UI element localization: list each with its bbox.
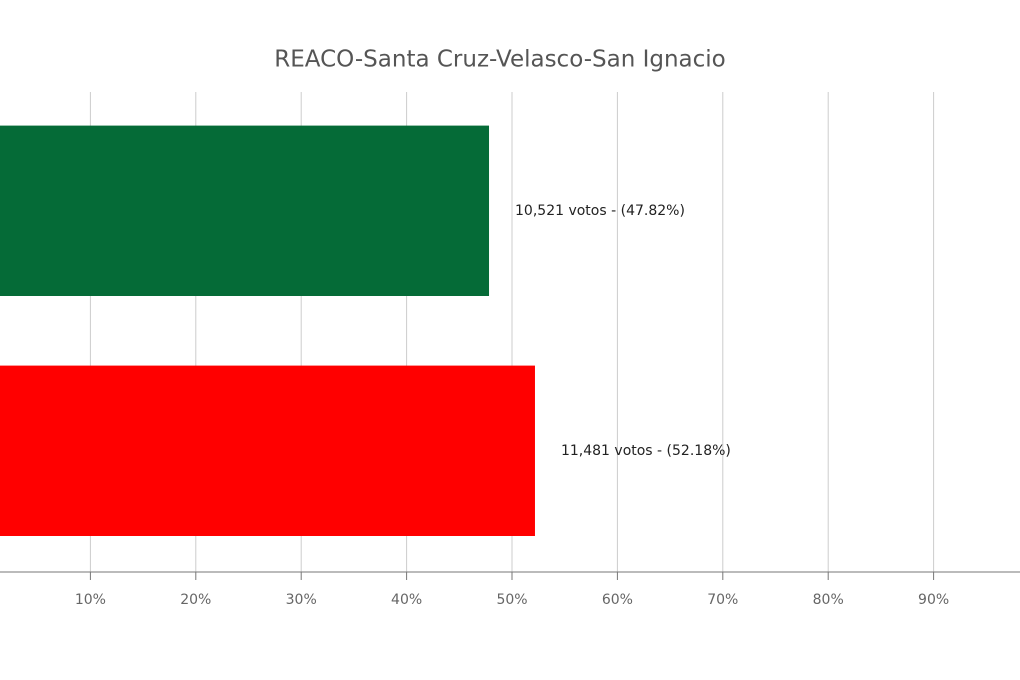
x-tick-label: 60% — [602, 592, 633, 608]
data-label: 11,481 votos - (52.18%) — [561, 443, 731, 459]
bar — [0, 365, 535, 536]
x-tick-label: 90% — [918, 592, 949, 608]
x-tick-label: 50% — [496, 592, 527, 608]
bar — [0, 125, 490, 296]
x-tick-label: 40% — [391, 592, 422, 608]
x-tick-label: 80% — [813, 592, 844, 608]
x-tick-label: 10% — [75, 592, 106, 608]
x-tick-label: 70% — [707, 592, 738, 608]
x-tick-label: 20% — [180, 592, 211, 608]
data-label: 10,521 votos - (47.82%) — [515, 203, 685, 219]
x-tick-label: 30% — [286, 592, 317, 608]
chart-title: REACO-Santa Cruz-Velasco-San Ignacio — [274, 47, 726, 73]
